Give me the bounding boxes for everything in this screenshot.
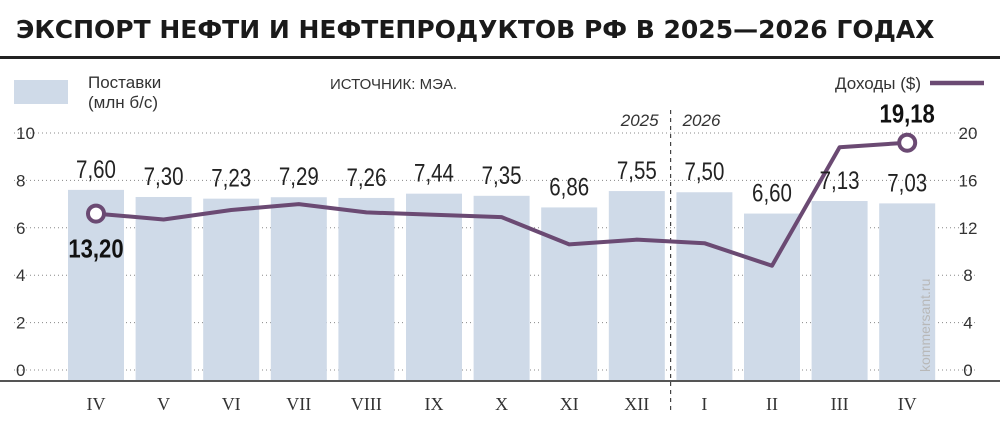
right-axis-tick: 8 [963, 266, 972, 285]
line-point-marker [897, 132, 918, 153]
right-axis-tick: 4 [963, 314, 972, 333]
source-note: ИСТОЧНИК: МЭА. [330, 76, 457, 93]
bar-value-label: 7,50 [684, 157, 724, 185]
bar-value-label: 7,26 [346, 163, 386, 191]
x-category-label: XII [624, 394, 649, 414]
x-category-label: VIII [351, 394, 382, 414]
left-axis-tick: 4 [16, 266, 25, 285]
bar-value-label: 7,03 [887, 168, 927, 196]
bar [203, 198, 260, 380]
x-category-label: II [766, 394, 778, 414]
right-axis-tick: 16 [959, 171, 978, 190]
right-axis-tick: 12 [959, 219, 978, 238]
bar-value-label: 7,30 [144, 162, 184, 190]
x-category-label: IV [87, 394, 106, 414]
x-category-label: VI [222, 394, 241, 414]
x-category-label: I [701, 394, 707, 414]
left-axis-tick: 6 [16, 219, 25, 238]
bar-value-label: 6,86 [549, 172, 589, 200]
x-category-label: V [157, 394, 170, 414]
credit-watermark: kommersant.ru [917, 279, 933, 372]
legend-bar-label-line2: (млн б/с) [88, 93, 158, 112]
bar [608, 191, 665, 380]
bar [879, 203, 936, 380]
bar [744, 213, 800, 380]
bar [541, 207, 598, 380]
revenue-line [95, 140, 908, 268]
chart-baseline [0, 380, 1000, 382]
left-axis-tick: 10 [16, 124, 35, 143]
line-point-marker [86, 203, 106, 224]
legend-bar-label-line1: Поставки [88, 73, 161, 92]
year-label: 2025 [620, 111, 659, 130]
legend-line-label: Доходы ($) [835, 74, 921, 93]
bar-value-label: 7,55 [617, 156, 657, 184]
left-axis-tick: 0 [16, 361, 25, 380]
legend-bar-swatch [14, 80, 68, 104]
bar-value-label: 7,23 [211, 164, 251, 192]
bar-value-label: 7,29 [279, 162, 319, 190]
bar-value-label: 7,60 [76, 155, 116, 183]
line-value-callout: 19,18 [880, 100, 935, 129]
chart-title: ЭКСПОРТ НЕФТИ И НЕФТЕПРОДУКТОВ РФ В 2025… [16, 15, 934, 44]
line-value-callout: 13,20 [68, 235, 123, 264]
right-axis-tick: 20 [959, 124, 978, 143]
x-category-label: IX [425, 394, 444, 414]
left-axis-tick: 2 [16, 314, 25, 333]
year-label: 2026 [682, 111, 721, 130]
x-category-label: VII [286, 394, 311, 414]
bar [676, 192, 733, 380]
x-category-label: X [495, 394, 508, 414]
left-axis-tick: 8 [16, 171, 25, 190]
x-category-label: IV [898, 394, 917, 414]
bar-value-label: 7,44 [414, 159, 454, 187]
bar [811, 201, 868, 380]
bar [270, 197, 327, 380]
bar [135, 196, 192, 380]
title-rule [0, 56, 1000, 59]
bar-value-label: 7,13 [820, 166, 860, 194]
bar [338, 197, 395, 380]
x-category-label: XI [560, 394, 579, 414]
right-axis-tick: 0 [963, 361, 972, 380]
x-category-label: III [831, 394, 849, 414]
bar [406, 193, 462, 380]
bar-value-label: 7,35 [482, 161, 522, 189]
bar-value-label: 6,60 [752, 179, 792, 207]
